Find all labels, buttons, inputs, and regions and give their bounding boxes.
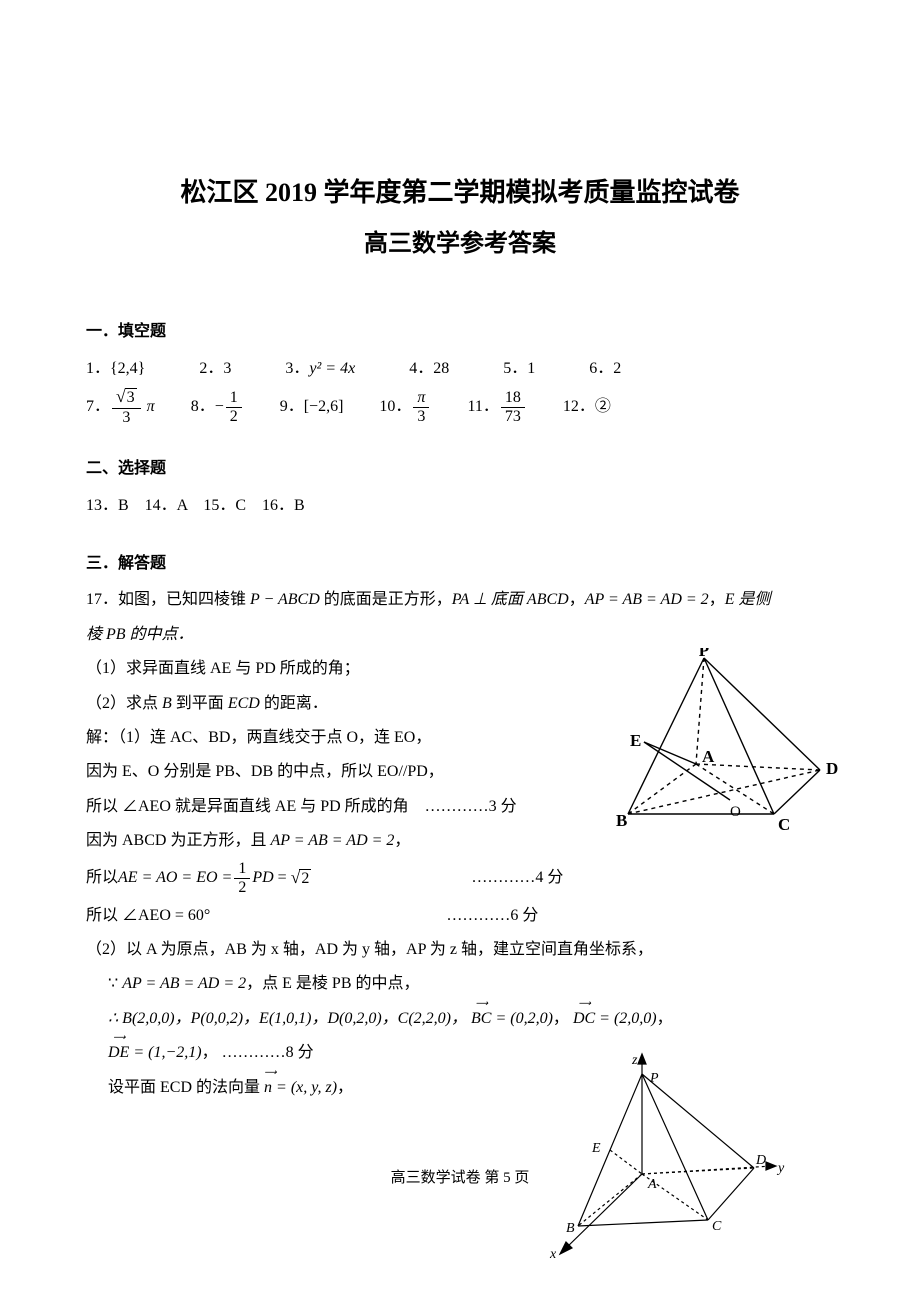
q9: 9．[−2,6] [280,392,344,422]
choice-answers: 13．B 14．A 15．C 16．B [86,491,834,521]
svg-text:x: x [549,1247,557,1262]
q17-p2-sol-a: （2）以 A 为原点，AB 为 x 轴，AD 为 y 轴，AP 为 z 轴，建立… [86,935,834,965]
q17-p2b1: ∵ [108,975,122,992]
q17-p2-sol-c: ∴ B(2,0,0)，P(0,0,2)，E(1,0,1)，D(0,2,0)，C(… [86,1004,834,1034]
q8: 8．−12 [191,389,244,425]
section-fill: 一．填空题 [86,317,834,347]
q17-eq1: AP = AB = AD = 2 [585,591,709,608]
page-subtitle: 高三数学参考答案 [86,222,834,268]
q17-sol3: 所以 ∠AEO 就是异面直线 AE 与 PD 所成的角 …………3 分 [86,792,834,822]
q17-t4: ， [709,591,725,608]
q17-bc: = (0,2,0) [491,1010,552,1027]
q17-pabcd: P − ABCD [250,591,320,608]
q17-sol6t: 所以 ∠AEO = 60° [86,901,210,931]
q17-dots6: …………6 分 [446,901,538,931]
q17-dc: = (2,0,0) [595,1010,656,1027]
q17-t1: 17．如图，已知四棱锥 [86,591,250,608]
q17-sol2: 因为 E、O 分别是 PB、DB 的中点，所以 EO//PD， [86,757,834,787]
q17-p2b: 到平面 [172,695,228,712]
section-choice: 二、选择题 [86,454,834,484]
svg-text:C: C [712,1219,722,1234]
q17-stem-line1: 17．如图，已知四棱锥 P − ABCD 的底面是正方形，PA ⊥ 底面 ABC… [86,585,834,615]
q3-eq: y² = 4x [309,360,355,377]
q2: 2．3 [199,354,231,384]
fill-row-1: 1．{2,4} 2．3 3．y² = 4x 4．28 5．1 6．2 [86,354,834,384]
q17-emid: E 是侧 [725,591,771,608]
q17-line2: 棱 PB 的中点． [86,626,194,643]
q17-p2B: B [162,695,172,712]
q17-sol4b: ， [394,832,410,849]
svg-text:B: B [566,1221,575,1236]
q17-p2b2: ，点 E 是棱 PB 的中点， [246,975,419,992]
q17-sol1: 解：（1）连 AC、BD，两直线交于点 O，连 EO， [86,723,834,753]
q17-p2eb: = (x, y, z) [276,1079,337,1096]
q17-sol4a: 因为 ABCD 为正方形，且 [86,832,270,849]
q17-sol4eq: AP = AB = AD = 2 [270,832,394,849]
q17-part1: （1）求异面直线 AE 与 PD 所成的角； [86,654,834,684]
q4: 4．28 [409,354,449,384]
section-solve: 三．解答题 [86,549,834,579]
q17-p2ECD: ECD [228,695,260,712]
q17-dots3: …………3 分 [425,798,517,815]
q6: 6．2 [589,354,621,384]
q17-p2-sol-e: 设平面 ECD 的法向量 n = (x, y, z)， [86,1073,834,1103]
q17-sol4: 因为 ABCD 为正方形，且 AP = AB = AD = 2， [86,826,834,856]
q10: 10．π3 [379,389,431,425]
q7: 7．√33 π [86,388,155,426]
q17-p2c: 的距离． [260,695,328,712]
q17-dots8: …………8 分 [222,1044,314,1061]
page-title: 松江区 2019 学年度第二学期模拟考质量监控试卷 [86,172,834,214]
q11: 11．1873 [467,389,526,425]
q17-p2-sol-d: DE = (1,−2,1)， …………8 分 [86,1038,834,1068]
fill-row-2: 7．√33 π 8．−12 9．[−2,6] 10．π3 11．1873 12．… [86,388,834,426]
svg-text:A: A [647,1177,657,1192]
q17-paperp: PA ⊥ 底面 ABCD [452,591,569,608]
q17-de: = (1,−2,1) [129,1044,201,1061]
q17-sol5a: 所以 [86,863,118,893]
q17-dots4: …………4 分 [471,863,563,893]
q17-sol5: 所以 AE = AO = EO = 12PD = √2 …………4 分 [86,860,834,896]
q17-p2ea: 设平面 ECD 的法向量 [108,1079,264,1096]
svg-text:D: D [755,1153,766,1168]
q17-p2-sol-b: ∵ AP = AB = AD = 2，点 E 是棱 PB 的中点， [86,969,834,999]
q17-t3: ， [569,591,585,608]
q5: 5．1 [503,354,535,384]
q17-sol6: 所以 ∠AEO = 60° …………6 分 [86,901,834,931]
q1: 1．{2,4} [86,354,145,384]
q17-p2ec: ， [337,1079,353,1096]
q3: 3．y² = 4x [285,354,355,384]
q17-part2: （2）求点 B 到平面 ECD 的距离． [86,689,834,719]
svg-text:E: E [591,1141,601,1156]
q17-p2a: （2）求点 [86,695,162,712]
svg-text:y: y [776,1161,785,1176]
q17-p2c1: ∴ B(2,0,0)，P(0,0,2)，E(1,0,1)，D(0,2,0)，C(… [108,1010,467,1027]
q17-t2: 的底面是正方形， [320,591,452,608]
q17-sol5lhs: AE = AO = EO = [118,863,232,893]
q17-stem-line2: 棱 PB 的中点． [86,620,834,650]
q17-p2beq: AP = AB = AD = 2 [122,975,246,992]
q12: 12．② [563,392,611,422]
q17-sol3a: 所以 ∠AEO 就是异面直线 AE 与 PD 所成的角 [86,798,409,815]
